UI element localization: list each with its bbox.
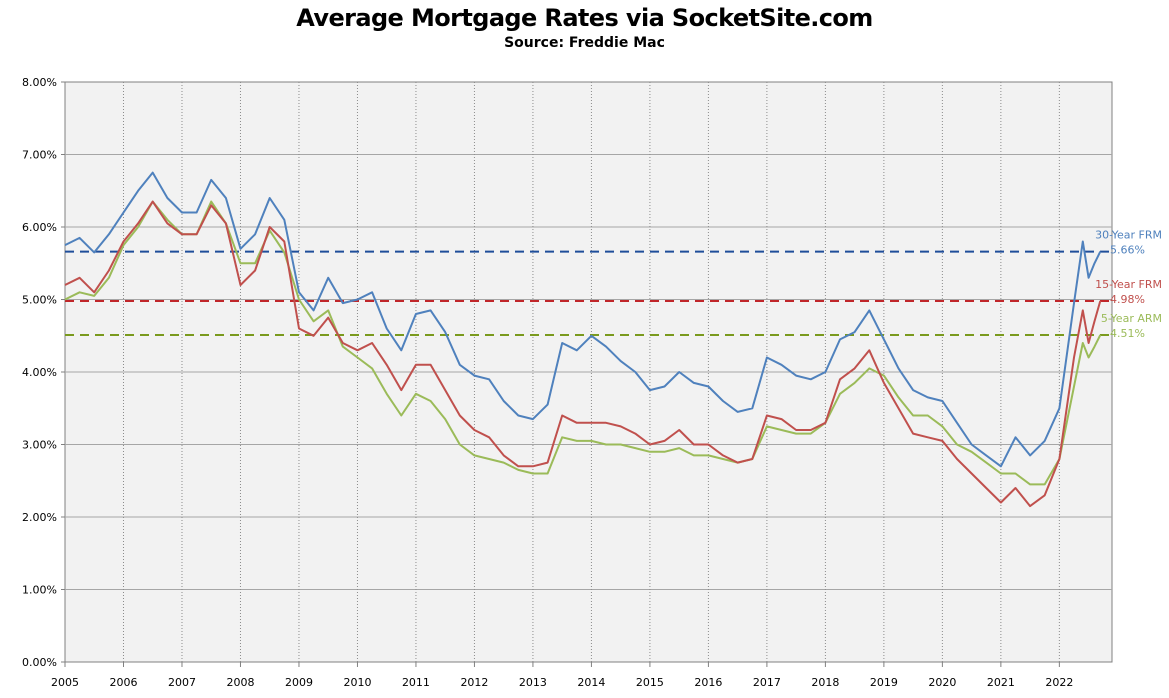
x-tick-label: 2016 bbox=[694, 676, 722, 689]
y-tick-label: 7.00% bbox=[22, 149, 57, 162]
series-name-label: 5-Year ARM bbox=[1101, 312, 1162, 325]
x-tick-label: 2021 bbox=[987, 676, 1015, 689]
x-tick-label: 2006 bbox=[109, 676, 137, 689]
x-tick-label: 2012 bbox=[460, 676, 488, 689]
series-value-label: 4.51% bbox=[1110, 327, 1145, 340]
series-value-label: 4.98% bbox=[1110, 293, 1145, 306]
series-lines bbox=[64, 171, 1102, 508]
x-tick-label: 2015 bbox=[636, 676, 664, 689]
x-tick-label: 2011 bbox=[402, 676, 430, 689]
x-tick-label: 2005 bbox=[51, 676, 79, 689]
x-tick-label: 2008 bbox=[226, 676, 254, 689]
x-tick-label: 2013 bbox=[519, 676, 547, 689]
gridlines bbox=[65, 82, 1112, 662]
x-tick-label: 2018 bbox=[811, 676, 839, 689]
x-tick-label: 2022 bbox=[1045, 676, 1073, 689]
y-axis-ticks: 0.00% 1.00% 2.00% 3.00% 4.00% 5.00% 6.00% 7.00%… bbox=[22, 76, 65, 669]
series-value-label: 5.66% bbox=[1110, 244, 1145, 257]
y-tick-label: 3.00% bbox=[22, 439, 57, 452]
y-tick-label: 1.00% bbox=[22, 584, 57, 597]
y-tick-label: 5.00% bbox=[22, 294, 57, 307]
x-tick-label: 2007 bbox=[168, 676, 196, 689]
y-tick-label: 4.00% bbox=[22, 366, 57, 379]
y-tick-label: 6.00% bbox=[22, 221, 57, 234]
y-tick-label: 2.00% bbox=[22, 511, 57, 524]
series-name-label: 15-Year FRM bbox=[1095, 278, 1162, 291]
y-tick-label: 0.00% bbox=[22, 656, 57, 669]
series-line bbox=[64, 200, 1102, 508]
reference-lines bbox=[65, 250, 1112, 337]
x-axis-ticks: 2005 2006 2007 2008 2009 2010 2011 2012 2013 2014… bbox=[51, 662, 1073, 689]
series-line bbox=[64, 171, 1102, 468]
series-name-label: 30-Year FRM bbox=[1095, 229, 1162, 242]
chart-title: Average Mortgage Rates via SocketSite.co… bbox=[296, 4, 873, 32]
x-tick-label: 2009 bbox=[285, 676, 313, 689]
series-end-labels: 30-Year FRM 5.66% 15-Year FRM 4.98% 5-Year A… bbox=[1095, 229, 1162, 340]
x-tick-label: 2010 bbox=[343, 676, 371, 689]
chart-subtitle: Source: Freddie Mac bbox=[504, 35, 665, 51]
series-line bbox=[64, 200, 1102, 486]
x-tick-label: 2020 bbox=[928, 676, 956, 689]
x-tick-label: 2014 bbox=[577, 676, 605, 689]
x-tick-label: 2019 bbox=[870, 676, 898, 689]
x-tick-label: 2017 bbox=[753, 676, 781, 689]
y-tick-label: 8.00% bbox=[22, 76, 57, 89]
